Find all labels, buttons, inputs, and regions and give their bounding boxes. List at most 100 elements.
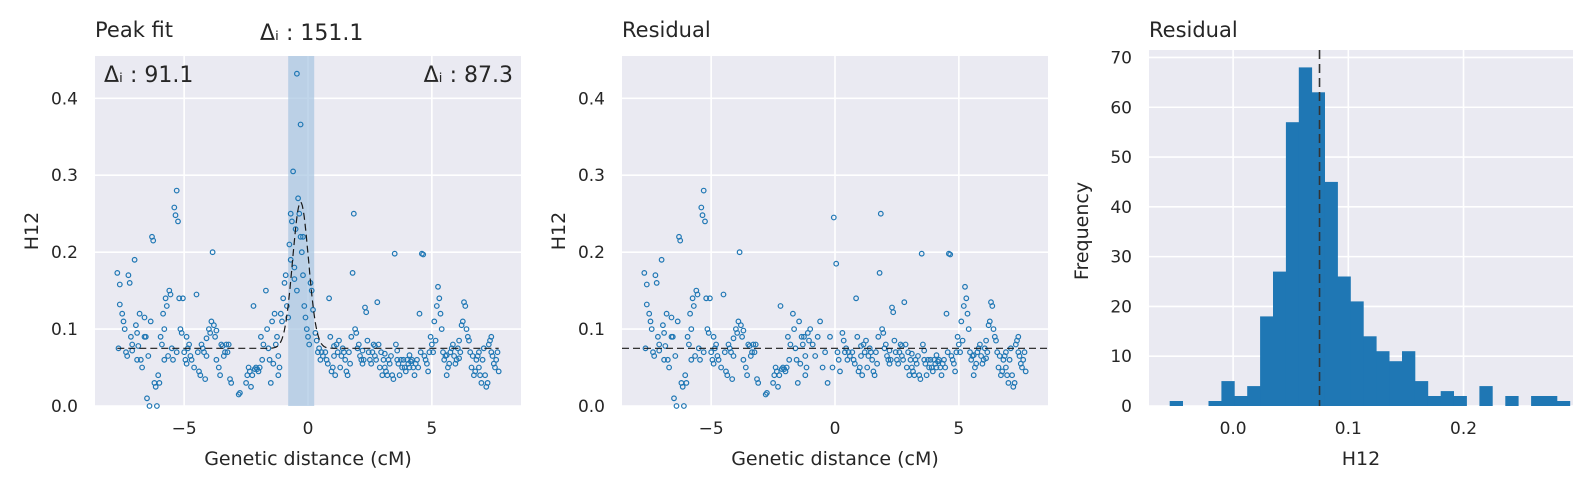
data-point — [744, 372, 750, 379]
data-point — [346, 349, 352, 356]
data-point — [243, 380, 250, 386]
histogram-bar — [1311, 92, 1325, 407]
data-point — [310, 306, 316, 313]
panel-peak-fit: −5 0 50.00.10.20.30.4 Peak fit Δᵢ : 151.1 … — [21, 18, 521, 470]
data-point — [295, 195, 302, 202]
data-point — [900, 356, 906, 363]
data-point — [156, 380, 163, 386]
data-point — [181, 349, 188, 356]
data-point — [476, 364, 482, 371]
grid-residual-scatter — [622, 56, 1048, 407]
data-point — [313, 337, 320, 344]
data-point — [690, 303, 697, 309]
data-point — [781, 366, 788, 373]
data-point — [436, 295, 443, 302]
data-point — [114, 270, 121, 276]
data-point — [718, 364, 724, 371]
data-point — [135, 343, 142, 349]
data-point — [173, 187, 180, 194]
data-point — [224, 349, 231, 356]
data-point — [282, 272, 289, 279]
data-point — [317, 356, 324, 363]
data-point — [837, 368, 843, 375]
data-point — [798, 333, 805, 340]
y-tick-label: 0 — [1121, 397, 1132, 417]
data-point — [440, 349, 446, 356]
data-point — [121, 326, 128, 333]
data-point — [663, 310, 670, 317]
data-point — [466, 337, 472, 344]
data-point — [658, 256, 665, 263]
data-point — [673, 403, 680, 409]
data-point — [298, 249, 305, 256]
data-point — [812, 353, 819, 359]
data-point — [806, 337, 812, 344]
data-point — [414, 356, 420, 363]
data-point — [349, 270, 356, 276]
data-point — [176, 295, 183, 302]
data-point — [799, 341, 806, 348]
data-point — [437, 310, 444, 317]
data-point — [858, 353, 864, 359]
x-tick-label: 5 — [426, 419, 437, 439]
data-point — [183, 360, 190, 367]
data-point — [344, 372, 351, 379]
data-point — [275, 372, 282, 379]
data-point — [488, 333, 495, 340]
data-point — [462, 303, 469, 309]
data-point — [681, 403, 687, 409]
data-point — [132, 322, 139, 329]
data-point — [965, 326, 972, 333]
data-point — [730, 353, 737, 359]
histogram-bar — [1389, 361, 1403, 406]
data-point — [933, 364, 940, 371]
data-point — [287, 256, 294, 263]
data-point — [277, 310, 284, 317]
data-point — [700, 349, 707, 356]
data-point — [734, 330, 741, 336]
y-tick-label: 0.3 — [51, 166, 78, 186]
data-point — [735, 318, 742, 325]
data-point — [322, 349, 329, 356]
data-point — [406, 364, 413, 371]
data-point — [668, 333, 675, 340]
y-axis-label-histogram: Frequency — [1071, 182, 1093, 280]
data-point — [141, 314, 148, 321]
data-point — [399, 364, 406, 371]
data-point — [175, 218, 181, 225]
data-point — [331, 353, 337, 359]
data-point — [664, 356, 671, 363]
data-point — [212, 333, 219, 340]
data-point — [417, 349, 424, 356]
peak-fit-curve — [117, 201, 499, 349]
data-point — [927, 356, 934, 363]
data-point — [688, 326, 695, 333]
data-point — [388, 353, 394, 359]
data-point — [284, 303, 290, 309]
data-point — [294, 70, 300, 77]
data-point — [136, 310, 143, 317]
data-point — [849, 349, 856, 356]
data-point — [373, 356, 380, 363]
data-point — [901, 299, 908, 306]
data-point — [720, 291, 727, 298]
data-point — [260, 341, 267, 348]
data-point — [986, 318, 993, 325]
data-point — [1015, 349, 1022, 356]
data-point — [876, 270, 883, 276]
data-point — [359, 347, 366, 354]
data-point — [274, 333, 280, 340]
data-point — [188, 356, 195, 363]
data-point — [707, 295, 713, 302]
data-point — [287, 210, 294, 217]
data-point — [250, 303, 257, 309]
data-point — [425, 368, 432, 375]
data-point — [801, 333, 807, 340]
data-point — [155, 372, 162, 379]
y-tick-label: 0.2 — [51, 243, 78, 263]
data-point — [710, 360, 717, 367]
data-point — [390, 376, 397, 383]
data-point — [775, 383, 781, 390]
data-point — [131, 256, 138, 263]
histogram-bar — [1427, 396, 1442, 406]
